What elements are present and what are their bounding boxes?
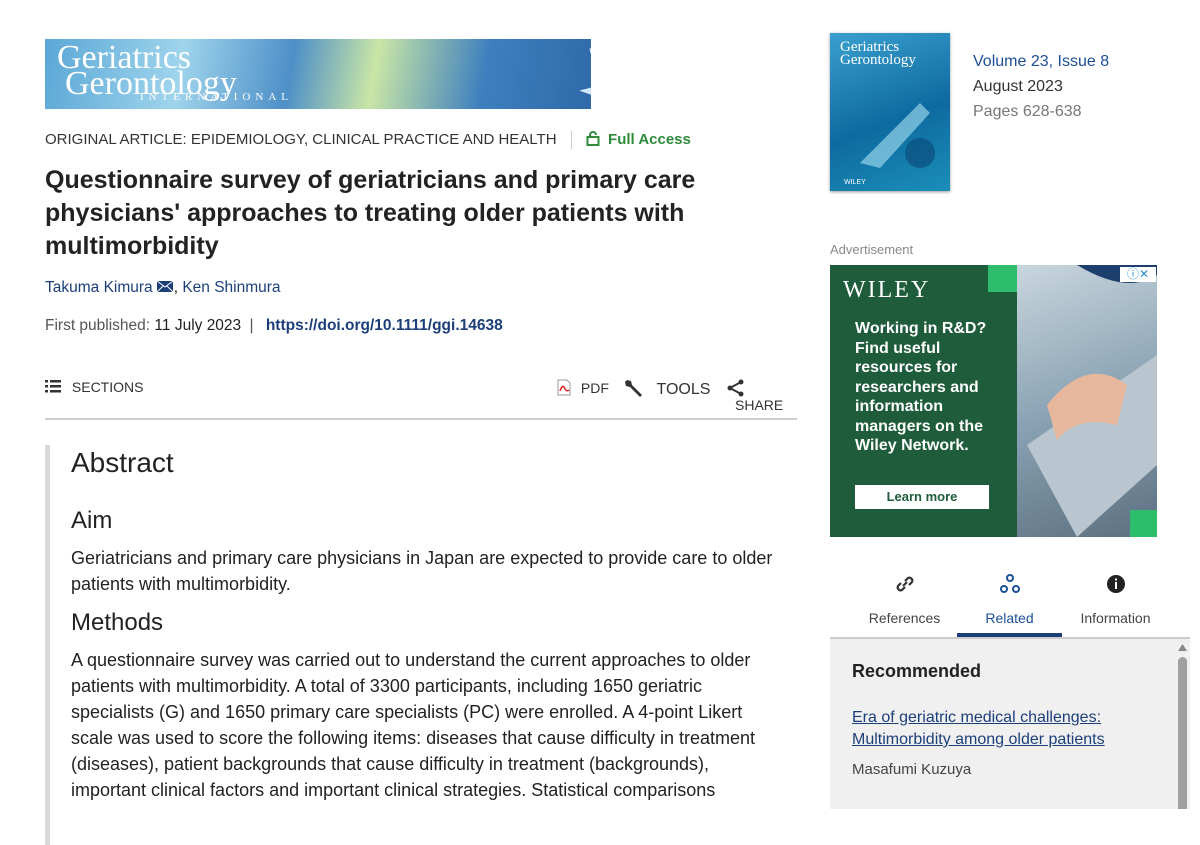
banner-line: Geriatrics: [57, 39, 192, 76]
scrollbar-art: [1178, 644, 1187, 817]
ad-text: Working in R&D? Find useful resources fo…: [855, 320, 987, 454]
tools-button[interactable]: TOOLS: [624, 377, 710, 399]
article-title: Questionnaire survey of geriatricians an…: [45, 166, 696, 260]
share-label: SHARE: [735, 397, 784, 413]
tab-label: Information: [1080, 610, 1151, 626]
related-icon: [999, 574, 1020, 593]
journal-cover[interactable]: Geriatrics Gerontology WILEY: [830, 33, 950, 191]
tab[interactable]: Information: [1063, 565, 1168, 626]
tab[interactable]: References: [852, 565, 957, 626]
recommended-author: Masafumi Kuzuya: [852, 761, 972, 778]
divider: [570, 131, 572, 150]
banner-line: INTERNATIONAL: [140, 91, 293, 103]
tab-active[interactable]: Related: [957, 565, 1062, 637]
tools-label: TOOLS: [656, 381, 711, 398]
article-category-row: ORIGINAL ARTICLE: EPIDEMIOLOGY, CLINICAL…: [45, 131, 691, 150]
section-heading: Aim: [71, 507, 113, 534]
toolbar: SECTIONS PDF TOOLS SHARE: [45, 377, 797, 413]
recommended-heading: Recommended: [852, 661, 982, 681]
cover-line: Geriatrics: [840, 39, 900, 55]
section-text: A questionnaire survey was carried out t…: [71, 650, 756, 800]
author-link[interactable]: Takuma Kimura: [45, 279, 153, 296]
article-category: ORIGINAL ARTICLE: EPIDEMIOLOGY, CLINICAL…: [45, 131, 557, 148]
pdf-icon: [557, 379, 571, 396]
published-label: First published:: [45, 317, 151, 334]
banner-line: Gerontology: [65, 65, 237, 102]
scrollbar[interactable]: [1175, 639, 1190, 817]
share-icon: [727, 379, 744, 397]
tabs: References Related Information: [830, 565, 1190, 639]
author-link[interactable]: Ken Shinmura: [182, 279, 281, 296]
ad-decor: [988, 265, 1017, 292]
section-text: Geriatricians and primary care physician…: [71, 548, 773, 594]
access-status: Full Access: [608, 131, 691, 148]
info-icon: [1106, 575, 1125, 593]
ad-label: Advertisement: [830, 242, 914, 257]
cover-title: Geriatrics Gerontology: [840, 39, 916, 68]
ad-button[interactable]: Learn more: [855, 485, 989, 509]
link-icon: [896, 576, 913, 592]
share-button[interactable]: SHARE: [727, 379, 797, 413]
ad-decor: [1130, 510, 1157, 537]
page-body: Geriatrics Gerontology INTERNATIONAL ORI…: [45, 33, 1190, 845]
issue-pages: Pages 628-638: [973, 103, 1082, 120]
banner-logo: [580, 48, 591, 95]
list-icon: [45, 380, 61, 393]
email-icon[interactable]: [156, 280, 174, 293]
doi-link[interactable]: https://doi.org/10.1111/ggi.14638: [265, 317, 503, 334]
sections-button[interactable]: SECTIONS: [45, 379, 143, 395]
tab-label: Related: [985, 610, 1034, 626]
ad-brand: WILEY: [843, 277, 931, 303]
lock-icon: [586, 131, 600, 146]
cover-publisher: WILEY: [844, 179, 866, 186]
publication-info: First published: 11 July 2023 | https://…: [45, 317, 503, 335]
ad-photo-art: [1027, 265, 1157, 537]
divider: [45, 418, 797, 420]
abstract-content: Abstract Aim Geriatricians and primary c…: [71, 445, 786, 803]
ad-choices[interactable]: ⓘ✕: [1120, 267, 1156, 282]
authors: Takuma Kimura, Ken Shinmura: [45, 279, 281, 297]
section-heading: Methods: [71, 609, 164, 636]
journal-banner[interactable]: Geriatrics Gerontology INTERNATIONAL: [45, 39, 591, 109]
separator: |: [249, 317, 254, 334]
sections-label: SECTIONS: [71, 379, 144, 395]
cover-line: Gerontology: [840, 52, 916, 68]
issue-date: August 2023: [973, 78, 1063, 95]
author-separator: ,: [173, 279, 178, 296]
issue-link[interactable]: Volume 23, Issue 8: [973, 53, 1110, 70]
issue-info: Volume 23, Issue 8 August 2023 Pages 628…: [973, 49, 1109, 124]
published-date: 11 July 2023: [154, 317, 242, 334]
advertisement[interactable]: WILEY Working in R&D? Find useful resour…: [830, 265, 1157, 537]
abstract: Abstract Aim Geriatricians and primary c…: [45, 445, 798, 845]
wrench-icon: [625, 380, 642, 397]
tab-label: References: [868, 610, 941, 626]
recommended-link[interactable]: Era of geriatric medical challenges: Mul…: [852, 709, 1105, 748]
abstract-heading: Abstract: [71, 447, 174, 478]
pdf-button[interactable]: PDF: [557, 379, 609, 396]
page: Article {"journal_banner": {"line1": "Ge…: [45, 33, 1190, 845]
recommended-panel: Recommended Era of geriatric medical cha…: [830, 639, 1175, 809]
pdf-label: PDF: [580, 380, 609, 396]
cover-art: [860, 103, 935, 168]
